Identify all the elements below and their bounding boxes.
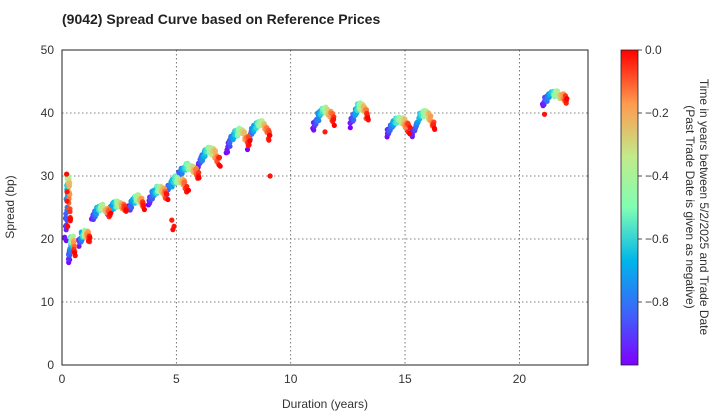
y-tick-label: 0 [47, 358, 54, 372]
scatter-point [266, 132, 273, 138]
colorbar-frame [620, 49, 639, 366]
scatter-point [322, 129, 328, 135]
scatter-point [169, 217, 175, 223]
scatter-point [182, 179, 188, 185]
colorbar-label-line2: (Past Trade Date is given as negative) [683, 105, 697, 308]
x-tick-label: 0 [59, 372, 66, 386]
scatter-point [431, 125, 437, 131]
scatter-point [266, 137, 272, 143]
scatter-point [123, 207, 129, 213]
scatter-point [67, 209, 73, 215]
y-tick-label: 40 [41, 106, 55, 120]
colorbar-tick-label: 0.0 [645, 43, 662, 57]
scatter-point [365, 115, 371, 121]
scatter-point [67, 216, 74, 222]
scatter-point [216, 154, 223, 161]
colorbar-label-line1: Time in years between 5/2/2025 and Trade… [697, 79, 711, 336]
colorbar-ticks: 0.0 −0.2 −0.4 −0.6 −0.8 [638, 43, 669, 309]
scatter-point [564, 96, 570, 102]
x-tick-label: 15 [398, 372, 412, 386]
plot-frame [61, 49, 589, 366]
scatter-point [66, 184, 72, 190]
scatter-point [141, 206, 147, 213]
scatter-point [141, 202, 147, 209]
y-axis-label: Spread (bp) [3, 175, 17, 238]
colorbar-tick-label: −0.6 [645, 232, 669, 246]
scatter-point [170, 227, 176, 233]
y-tick-label: 20 [41, 232, 55, 246]
scatter-point [241, 129, 247, 135]
y-tick-label: 30 [41, 169, 55, 183]
colorbar [621, 50, 638, 365]
scatter-point [267, 173, 273, 179]
scatter-point [427, 114, 433, 120]
scatter-point [63, 215, 69, 221]
scatter-point [169, 184, 175, 190]
scatter-point [227, 140, 233, 146]
scatter-point [62, 234, 68, 240]
scatter-point [247, 138, 253, 144]
x-tick-label: 20 [513, 372, 527, 386]
scatter-point [196, 175, 202, 181]
scatter-point [93, 211, 99, 218]
y-tick-label: 50 [41, 43, 55, 57]
scatter-point [64, 171, 70, 177]
scatter-point [128, 203, 134, 209]
colorbar-tick-label: −0.8 [645, 295, 669, 309]
x-tick-label: 10 [284, 372, 298, 386]
scatter-point [246, 142, 252, 148]
scatter-point [244, 146, 251, 153]
scatter-point [407, 131, 413, 137]
x-tick-label: 5 [173, 372, 180, 386]
colorbar-tick-label: −0.4 [645, 169, 669, 183]
scatter-point [71, 250, 78, 256]
scatter-point [541, 111, 548, 117]
y-tick-label: 10 [41, 295, 55, 309]
scatter-point [364, 110, 370, 116]
scatter-point [64, 189, 70, 195]
scatter-point [65, 256, 72, 262]
scatter-point [331, 122, 337, 128]
scatter-point [407, 124, 413, 130]
grid-lines [62, 50, 588, 365]
scatter-point [185, 187, 192, 193]
scatter-point [163, 191, 169, 197]
scatter-point [217, 163, 223, 169]
scatter-point [67, 180, 73, 186]
scatter-point [165, 196, 171, 203]
x-axis-label: Duration (years) [282, 397, 368, 411]
scatter-point [351, 117, 357, 123]
scatter-point [65, 223, 71, 229]
colorbar-tick-label: −0.2 [645, 106, 669, 120]
scatter-point [108, 210, 114, 216]
scatter-point [316, 118, 322, 124]
scatter-point [331, 116, 337, 122]
scatter-point [64, 198, 70, 204]
scatter-point [347, 125, 353, 131]
scatter-points [62, 88, 570, 266]
chart-title: (9042) Spread Curve based on Reference P… [62, 11, 380, 27]
scatter-point [87, 235, 93, 241]
axis-ticks: 0 5 10 15 20 0 10 20 30 40 50 [41, 43, 527, 386]
